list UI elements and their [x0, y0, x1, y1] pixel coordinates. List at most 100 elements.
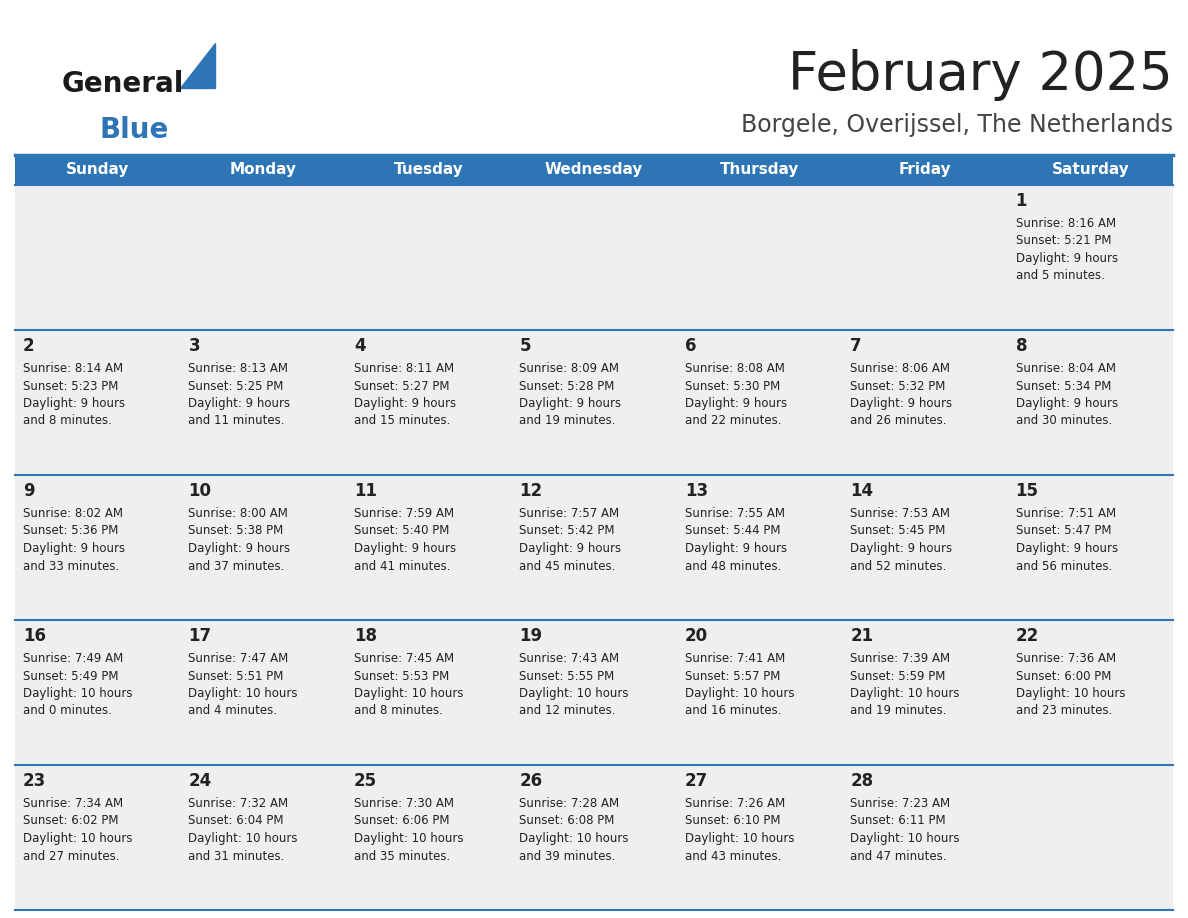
- Text: Sunset: 6:10 PM: Sunset: 6:10 PM: [684, 814, 781, 827]
- Bar: [1007, 475, 1173, 620]
- Text: Sunset: 5:51 PM: Sunset: 5:51 PM: [189, 669, 284, 682]
- Bar: [346, 765, 511, 910]
- Text: Sunset: 5:36 PM: Sunset: 5:36 PM: [23, 524, 119, 538]
- Bar: [842, 475, 1007, 497]
- Text: Sunset: 5:45 PM: Sunset: 5:45 PM: [851, 524, 946, 538]
- Text: Daylight: 10 hours: Daylight: 10 hours: [1016, 687, 1125, 700]
- Text: Blue: Blue: [100, 116, 170, 144]
- Text: and 15 minutes.: and 15 minutes.: [354, 415, 450, 428]
- Text: 25: 25: [354, 772, 377, 790]
- Text: 27: 27: [684, 772, 708, 790]
- Text: and 56 minutes.: and 56 minutes.: [1016, 559, 1112, 573]
- Text: Sunrise: 8:14 AM: Sunrise: 8:14 AM: [23, 362, 124, 375]
- Text: Sunset: 5:42 PM: Sunset: 5:42 PM: [519, 524, 614, 538]
- Bar: [181, 475, 346, 497]
- Text: Sunrise: 7:47 AM: Sunrise: 7:47 AM: [189, 652, 289, 665]
- Bar: [511, 765, 677, 910]
- Text: and 19 minutes.: and 19 minutes.: [519, 415, 615, 428]
- Bar: [15, 765, 181, 910]
- Text: Sunrise: 7:57 AM: Sunrise: 7:57 AM: [519, 507, 619, 520]
- Text: Sunset: 5:25 PM: Sunset: 5:25 PM: [189, 379, 284, 393]
- Text: and 26 minutes.: and 26 minutes.: [851, 415, 947, 428]
- Bar: [677, 620, 842, 765]
- Text: Sunset: 5:40 PM: Sunset: 5:40 PM: [354, 524, 449, 538]
- Text: Daylight: 10 hours: Daylight: 10 hours: [684, 832, 795, 845]
- Text: 10: 10: [189, 482, 211, 500]
- Text: 3: 3: [189, 337, 200, 355]
- Bar: [181, 620, 346, 642]
- Text: Sunrise: 7:34 AM: Sunrise: 7:34 AM: [23, 797, 124, 810]
- Text: Sunrise: 7:39 AM: Sunrise: 7:39 AM: [851, 652, 950, 665]
- Text: 2: 2: [23, 337, 34, 355]
- Bar: [181, 185, 346, 207]
- Text: and 8 minutes.: and 8 minutes.: [354, 704, 443, 718]
- Text: 22: 22: [1016, 627, 1038, 645]
- Text: Sunrise: 7:36 AM: Sunrise: 7:36 AM: [1016, 652, 1116, 665]
- Text: and 27 minutes.: and 27 minutes.: [23, 849, 120, 863]
- Bar: [346, 475, 511, 497]
- Text: and 16 minutes.: and 16 minutes.: [684, 704, 782, 718]
- Text: Sunrise: 7:59 AM: Sunrise: 7:59 AM: [354, 507, 454, 520]
- Text: Sunset: 5:34 PM: Sunset: 5:34 PM: [1016, 379, 1111, 393]
- Bar: [1007, 475, 1173, 497]
- Bar: [181, 620, 346, 765]
- Text: Daylight: 10 hours: Daylight: 10 hours: [354, 687, 463, 700]
- Text: and 43 minutes.: and 43 minutes.: [684, 849, 781, 863]
- Text: and 35 minutes.: and 35 minutes.: [354, 849, 450, 863]
- Text: Sunrise: 8:08 AM: Sunrise: 8:08 AM: [684, 362, 784, 375]
- Bar: [677, 330, 842, 352]
- Bar: [842, 185, 1007, 207]
- Bar: [677, 185, 842, 207]
- Bar: [15, 155, 1173, 185]
- Text: Sunrise: 7:26 AM: Sunrise: 7:26 AM: [684, 797, 785, 810]
- Bar: [677, 475, 842, 497]
- Text: 18: 18: [354, 627, 377, 645]
- Text: Sunset: 6:08 PM: Sunset: 6:08 PM: [519, 814, 614, 827]
- Text: Sunrise: 7:41 AM: Sunrise: 7:41 AM: [684, 652, 785, 665]
- Text: Daylight: 9 hours: Daylight: 9 hours: [684, 397, 786, 410]
- Bar: [511, 475, 677, 620]
- Text: Sunset: 5:53 PM: Sunset: 5:53 PM: [354, 669, 449, 682]
- Text: Sunrise: 7:43 AM: Sunrise: 7:43 AM: [519, 652, 619, 665]
- Text: 28: 28: [851, 772, 873, 790]
- Text: Borgele, Overijssel, The Netherlands: Borgele, Overijssel, The Netherlands: [741, 113, 1173, 137]
- Text: Sunset: 5:59 PM: Sunset: 5:59 PM: [851, 669, 946, 682]
- Bar: [346, 185, 511, 330]
- Text: 5: 5: [519, 337, 531, 355]
- Bar: [511, 185, 677, 207]
- Text: 23: 23: [23, 772, 46, 790]
- Text: Sunset: 5:23 PM: Sunset: 5:23 PM: [23, 379, 119, 393]
- Text: Sunrise: 7:55 AM: Sunrise: 7:55 AM: [684, 507, 785, 520]
- Text: Sunset: 5:44 PM: Sunset: 5:44 PM: [684, 524, 781, 538]
- Text: 13: 13: [684, 482, 708, 500]
- Bar: [15, 330, 181, 352]
- Bar: [842, 620, 1007, 642]
- Text: Daylight: 9 hours: Daylight: 9 hours: [851, 542, 953, 555]
- Text: Daylight: 9 hours: Daylight: 9 hours: [1016, 397, 1118, 410]
- Text: and 8 minutes.: and 8 minutes.: [23, 415, 112, 428]
- Text: Tuesday: Tuesday: [393, 162, 463, 177]
- Text: Sunrise: 8:13 AM: Sunrise: 8:13 AM: [189, 362, 289, 375]
- Text: 21: 21: [851, 627, 873, 645]
- Bar: [511, 765, 677, 787]
- Text: and 31 minutes.: and 31 minutes.: [189, 849, 285, 863]
- Text: 6: 6: [684, 337, 696, 355]
- Text: Daylight: 10 hours: Daylight: 10 hours: [354, 832, 463, 845]
- Bar: [1007, 185, 1173, 330]
- Text: Sunday: Sunday: [67, 162, 129, 177]
- Text: Monday: Monday: [229, 162, 297, 177]
- Text: Daylight: 9 hours: Daylight: 9 hours: [354, 542, 456, 555]
- Bar: [511, 330, 677, 352]
- Text: 14: 14: [851, 482, 873, 500]
- Text: Sunset: 6:02 PM: Sunset: 6:02 PM: [23, 814, 119, 827]
- Text: Sunrise: 7:32 AM: Sunrise: 7:32 AM: [189, 797, 289, 810]
- Text: Sunset: 5:55 PM: Sunset: 5:55 PM: [519, 669, 614, 682]
- Bar: [677, 330, 842, 475]
- Text: Sunrise: 8:02 AM: Sunrise: 8:02 AM: [23, 507, 124, 520]
- Text: Daylight: 9 hours: Daylight: 9 hours: [851, 397, 953, 410]
- Text: Daylight: 10 hours: Daylight: 10 hours: [851, 832, 960, 845]
- Bar: [1007, 620, 1173, 765]
- Bar: [842, 620, 1007, 765]
- Text: Sunrise: 8:11 AM: Sunrise: 8:11 AM: [354, 362, 454, 375]
- Bar: [181, 765, 346, 910]
